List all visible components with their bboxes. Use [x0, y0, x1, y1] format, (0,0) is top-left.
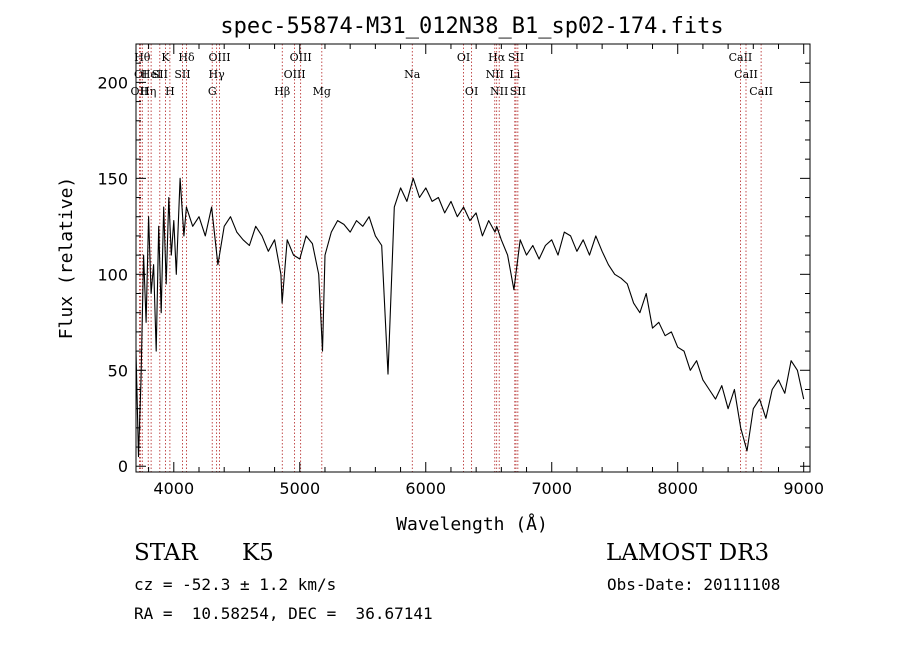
line-marker-label: CaII [734, 68, 758, 81]
line-marker-label: Hθ [134, 51, 151, 64]
line-marker-label: NII [486, 68, 504, 81]
line-marker-label: SII [508, 51, 524, 64]
object-subclass: K5 [242, 540, 274, 566]
line-marker-label: CaII [749, 85, 773, 98]
sky-coordinates: RA = 10.58254, DEC = 36.67141 [134, 604, 433, 623]
y-tick-label: 100 [97, 265, 128, 284]
x-tick-label: 8000 [657, 479, 698, 498]
line-marker-label: OI [457, 51, 470, 64]
line-marker-label: G [208, 85, 217, 98]
observation-date: Obs-Date: 20111108 [607, 575, 781, 594]
line-marker-label: SII [510, 85, 526, 98]
line-marker-label: OII [131, 85, 149, 98]
survey-name: LAMOST DR3 [606, 540, 770, 566]
line-marker-label: SII [174, 68, 190, 81]
line-marker-label: Mg [313, 85, 331, 98]
line-marker-label: OIII [284, 68, 306, 81]
x-tick-label: 5000 [279, 479, 320, 498]
x-axis-label: Wavelength (Å) [396, 513, 548, 535]
line-marker-label: OIII [208, 51, 230, 64]
redshift-cz: cz = -52.3 ± 1.2 km/s [134, 575, 337, 594]
line-marker-label: Hη [140, 85, 156, 98]
y-tick-label: 200 [97, 73, 128, 92]
y-tick-label: 150 [97, 169, 128, 188]
line-marker-label: Hγ [209, 68, 226, 81]
x-tick-label: 9000 [783, 479, 824, 498]
line-marker-label: Hα [488, 51, 506, 64]
line-marker-label: OI [134, 68, 147, 81]
plot-frame [135, 43, 811, 473]
y-axis-label: Flux (relative) [56, 177, 77, 340]
object-class: STAR [134, 540, 198, 566]
line-marker-label: OI [465, 85, 478, 98]
x-tick-label: 7000 [531, 479, 572, 498]
line-marker-label: K [161, 51, 170, 64]
line-marker-label: NII [490, 85, 508, 98]
line-marker-label: Hβ [274, 85, 290, 98]
line-marker-label: H [165, 85, 175, 98]
x-tick-label: 4000 [153, 479, 194, 498]
line-marker-label: SII [152, 68, 168, 81]
line-marker-label: OIII [290, 51, 312, 64]
line-marker-label: CaII [729, 51, 753, 64]
line-marker-label: HeI [141, 68, 161, 81]
line-marker-label: Li [509, 68, 520, 81]
y-tick-label: 0 [118, 457, 128, 476]
y-tick-label: 50 [108, 361, 128, 380]
spectrum-line [135, 177, 805, 458]
line-marker-label: Na [404, 68, 421, 81]
x-tick-label: 6000 [405, 479, 446, 498]
chart-title: spec-55874-M31_012N38_B1_sp02-174.fits [220, 14, 723, 39]
line-marker-label: Hδ [178, 51, 195, 64]
